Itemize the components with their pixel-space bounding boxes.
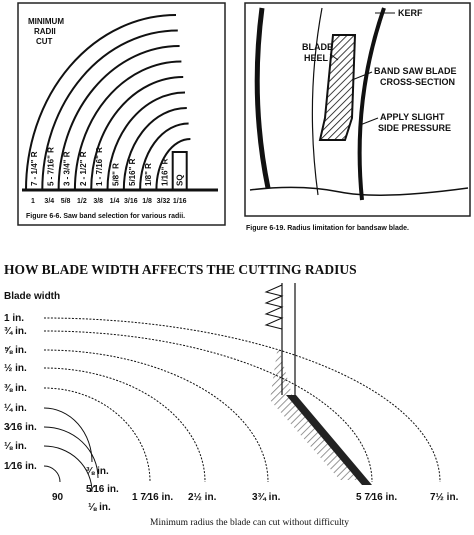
width-label: ⅝ in. — [4, 345, 27, 356]
kerf-label: KERF — [398, 8, 423, 18]
frame — [17, 2, 226, 226]
kerf-line — [311, 7, 323, 196]
radius-label: 5⁄16 in. — [86, 484, 119, 495]
width-label: 3/16 — [124, 198, 138, 205]
width-label: 1/8 — [142, 198, 152, 205]
figure-6-6: MINIMUM RADII CUT Figure 6-6. Saw band s… — [17, 2, 226, 226]
figure-6-19: KERF BLADE HEEL BAND SAW BLADE CROSS-SEC… — [244, 2, 471, 232]
radius-curve — [43, 367, 206, 483]
radius-arc — [155, 138, 191, 191]
heading: RADII — [34, 27, 56, 36]
radius-label: 3 - 3/4" R — [63, 151, 72, 186]
radius-arc — [122, 107, 187, 191]
radius-label: 5/16" R — [128, 158, 137, 186]
radius-label: SQ — [176, 174, 185, 186]
ground — [249, 186, 469, 196]
radius-label: 7 - 1/4" R — [30, 151, 39, 186]
wood-edge — [254, 7, 271, 189]
radius-curve — [43, 465, 61, 483]
radius-curve — [43, 426, 99, 479]
heading: CUT — [36, 37, 53, 46]
title: HOW BLADE WIDTH AFFECTS THE CUTTING RADI… — [4, 262, 357, 277]
radius-label: 7½ in. — [430, 492, 459, 503]
section-label: CROSS-SECTION — [380, 77, 455, 87]
width-label: ⅜ in. — [4, 383, 27, 394]
blade-section — [318, 34, 357, 141]
width-label: 1/2 — [77, 198, 87, 205]
heel-label: HEEL — [304, 53, 329, 63]
width-label: 5/8 — [61, 198, 71, 205]
width-label: ¼ in. — [4, 403, 27, 414]
caption: Figure 6-6. Saw band selection for vario… — [26, 213, 185, 220]
width-label: 3/4 — [44, 198, 54, 205]
radius-label: ⅜ in. — [86, 466, 109, 477]
radius-curve — [43, 445, 93, 493]
width-label: 1⁄16 in. — [4, 461, 37, 472]
width-label: ½ in. — [4, 363, 27, 374]
width-label: ⅛ in. — [4, 441, 27, 452]
radius-label: 3¾ in. — [252, 492, 281, 503]
section-label: BAND SAW BLADE — [374, 66, 457, 76]
radius-arc — [139, 122, 189, 191]
radius-arc — [57, 45, 180, 191]
radius-label: 1/8" R — [144, 163, 153, 186]
width-label: 1 — [31, 198, 35, 205]
leader — [329, 53, 339, 61]
width-label: 1 in. — [4, 313, 24, 324]
radius-label: ⅛ in. — [88, 502, 111, 513]
heading: MINIMUM — [28, 17, 64, 26]
radius-label: 1/16" R — [160, 158, 169, 186]
radius-label: 5 - 7/16" R — [46, 147, 55, 186]
leader — [359, 117, 379, 126]
radius-label: 1 7⁄16 in. — [132, 492, 173, 503]
blade-width-chart: HOW BLADE WIDTH AFFECTS THE CUTTING RADI… — [4, 262, 459, 528]
caption: Minimum radius the blade can cut without… — [150, 517, 349, 528]
frame — [244, 2, 471, 217]
radius-label: 2½ in. — [188, 492, 217, 503]
kerf-shade — [270, 345, 360, 480]
radius-curve — [43, 387, 151, 483]
leader — [351, 71, 373, 81]
axis-label: Blade width — [4, 291, 60, 302]
width-label: 3/32 — [157, 198, 171, 205]
radius-arc — [106, 91, 186, 191]
heel-label: BLADE — [302, 42, 333, 52]
kerf-line — [357, 7, 386, 201]
blade-body — [286, 395, 372, 485]
radius-arc — [73, 60, 182, 191]
radius-label: 90 — [52, 492, 64, 503]
radius-arc — [90, 76, 184, 191]
radius-arc — [41, 29, 178, 191]
radius-curve — [43, 407, 93, 463]
pressure-label: SIDE PRESSURE — [378, 123, 451, 133]
radius-label: 5 7⁄16 in. — [356, 492, 397, 503]
width-label: 1/16 — [173, 198, 187, 205]
radius-label: 2 - 1/2" R — [79, 151, 88, 186]
width-label: 3/8 — [93, 198, 103, 205]
radius-curve — [43, 317, 441, 483]
width-label: 1/4 — [110, 198, 120, 205]
radius-label: 5/8" R — [112, 163, 121, 186]
radius-arc — [25, 14, 177, 191]
caption: Figure 6-19. Radius limitation for bands… — [246, 225, 409, 232]
pressure-label: APPLY SLIGHT — [380, 112, 445, 122]
radius-curve — [43, 349, 269, 483]
width-label: ¾ in. — [4, 326, 27, 337]
width-label: 3⁄16 in. — [4, 422, 37, 433]
teeth — [264, 284, 284, 330]
square-cut — [171, 151, 188, 191]
radius-label: 1 - 7/16" R — [95, 147, 104, 186]
